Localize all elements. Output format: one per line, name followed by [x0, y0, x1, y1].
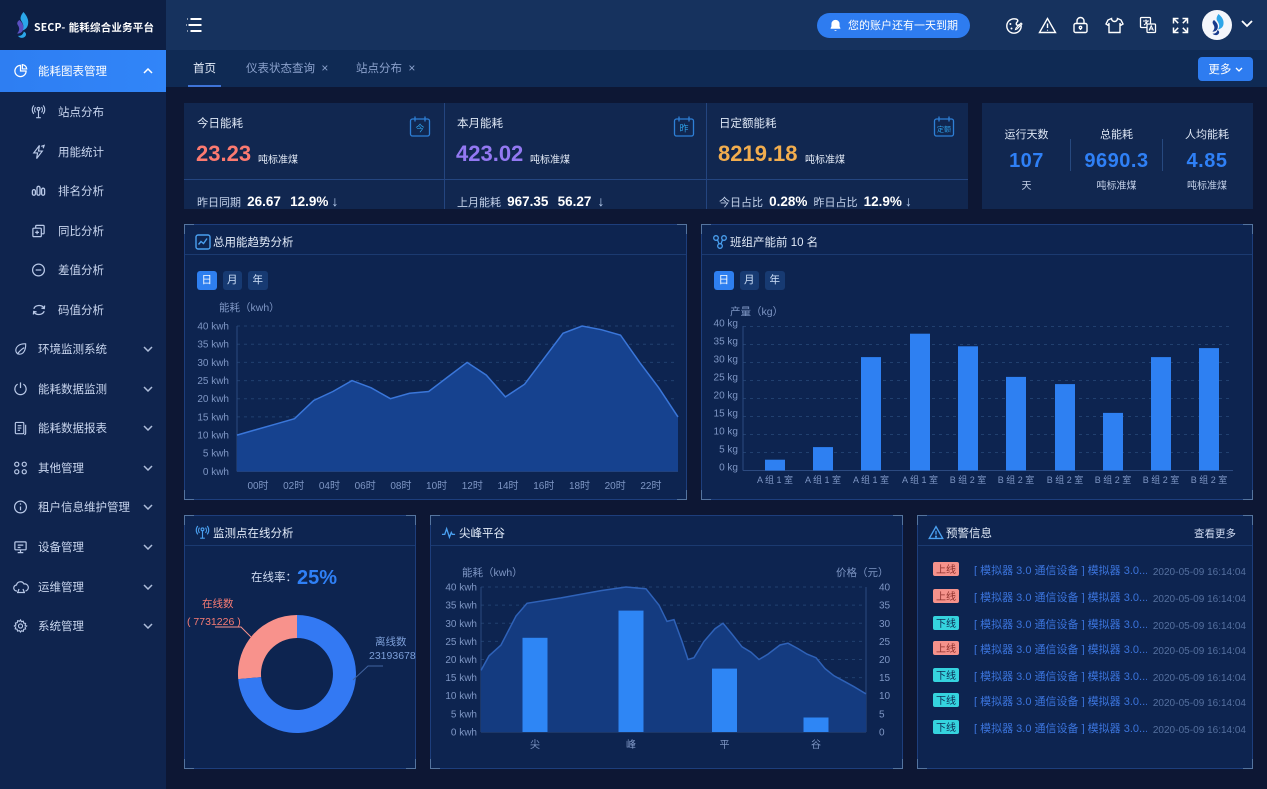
svg-text:02时: 02时	[283, 477, 304, 492]
svg-text:能耗（kwh）: 能耗（kwh）	[462, 565, 523, 580]
svg-text:35 kwh: 35 kwh	[445, 597, 477, 612]
svg-text:B 组 2 室: B 组 2 室	[998, 473, 1035, 486]
svg-text:能耗（kwh）: 能耗（kwh）	[219, 300, 280, 315]
svg-text:40 kwh: 40 kwh	[445, 579, 477, 594]
svg-text:5 kg: 5 kg	[719, 441, 738, 456]
svg-text:B 组 2 室: B 组 2 室	[1191, 473, 1228, 486]
svg-text:( 7731226 ): ( 7731226 )	[187, 614, 241, 629]
svg-text:离线数: 离线数	[375, 634, 407, 649]
svg-text:20 kwh: 20 kwh	[197, 390, 229, 405]
svg-text:0: 0	[879, 724, 885, 739]
svg-text:25 kg: 25 kg	[714, 369, 738, 384]
svg-text:5 kwh: 5 kwh	[451, 705, 477, 720]
svg-text:16时: 16时	[533, 477, 554, 492]
svg-text:14时: 14时	[497, 477, 518, 492]
svg-text:10时: 10时	[426, 477, 447, 492]
svg-text:昨: 昨	[679, 122, 688, 135]
svg-text:峰: 峰	[626, 736, 636, 751]
svg-text:在线数: 在线数	[202, 596, 234, 611]
svg-text:0 kwh: 0 kwh	[451, 724, 477, 739]
svg-text:0 kwh: 0 kwh	[203, 463, 229, 478]
svg-text:30: 30	[879, 615, 891, 630]
svg-text:B 组 2 室: B 组 2 室	[1095, 473, 1132, 486]
svg-text:10 kg: 10 kg	[714, 423, 738, 438]
svg-text:12时: 12时	[462, 477, 483, 492]
svg-text:30 kwh: 30 kwh	[445, 615, 477, 630]
svg-text:0 kg: 0 kg	[719, 459, 738, 474]
svg-text:18时: 18时	[569, 477, 590, 492]
svg-text:定额: 定额	[937, 125, 951, 135]
svg-text:23193678: 23193678	[369, 648, 416, 663]
svg-text:25: 25	[879, 633, 891, 648]
svg-text:尖: 尖	[530, 736, 540, 751]
svg-text:在线率：: 在线率：	[251, 569, 297, 585]
svg-text:5: 5	[879, 705, 885, 720]
svg-text:04时: 04时	[319, 477, 340, 492]
svg-text:今: 今	[415, 122, 424, 135]
svg-text:35: 35	[879, 597, 891, 612]
svg-text:22时: 22时	[640, 477, 661, 492]
svg-text:30 kg: 30 kg	[714, 351, 738, 366]
svg-text:35 kwh: 35 kwh	[197, 336, 229, 351]
svg-text:15 kg: 15 kg	[714, 405, 738, 420]
svg-text:20 kwh: 20 kwh	[445, 651, 477, 666]
svg-text:10: 10	[879, 687, 891, 702]
svg-text:25 kwh: 25 kwh	[197, 372, 229, 387]
svg-text:A 组 1 室: A 组 1 室	[853, 473, 889, 486]
svg-text:40 kwh: 40 kwh	[197, 318, 229, 333]
svg-text:5 kwh: 5 kwh	[203, 445, 229, 460]
svg-text:10 kwh: 10 kwh	[445, 687, 477, 702]
svg-text:20时: 20时	[605, 477, 626, 492]
svg-text:A 组 1 室: A 组 1 室	[805, 473, 841, 486]
svg-text:40 kg: 40 kg	[714, 315, 738, 330]
svg-text:B 组 2 室: B 组 2 室	[950, 473, 987, 486]
svg-text:15 kwh: 15 kwh	[445, 669, 477, 684]
svg-text:A 组 1 室: A 组 1 室	[757, 473, 793, 486]
svg-text:20: 20	[879, 651, 891, 666]
svg-text:15: 15	[879, 669, 891, 684]
svg-text:40: 40	[879, 579, 891, 594]
svg-text:价格（元）: 价格（元）	[836, 565, 889, 580]
svg-text:25%: 25%	[297, 561, 337, 590]
svg-text:谷: 谷	[811, 736, 821, 751]
svg-text:08时: 08时	[390, 477, 411, 492]
svg-text:30 kwh: 30 kwh	[197, 354, 229, 369]
svg-text:产量（kg）: 产量（kg）	[730, 304, 783, 319]
svg-text:20 kg: 20 kg	[714, 387, 738, 402]
svg-text:平: 平	[720, 736, 730, 751]
svg-text:06时: 06时	[355, 477, 376, 492]
svg-text:A 组 1 室: A 组 1 室	[902, 473, 938, 486]
svg-text:35 kg: 35 kg	[714, 333, 738, 348]
svg-text:10 kwh: 10 kwh	[197, 427, 229, 442]
svg-text:00时: 00时	[247, 477, 268, 492]
svg-text:B 组 2 室: B 组 2 室	[1143, 473, 1180, 486]
svg-text:15 kwh: 15 kwh	[197, 408, 229, 423]
svg-text:25 kwh: 25 kwh	[445, 633, 477, 648]
svg-text:B 组 2 室: B 组 2 室	[1047, 473, 1084, 486]
